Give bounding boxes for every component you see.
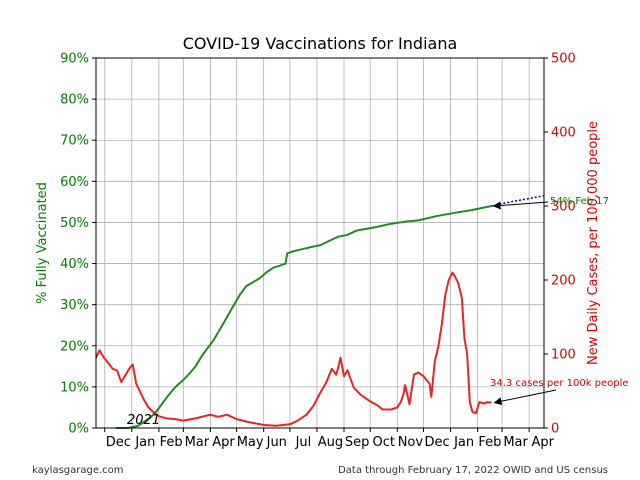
right-axis-label: New Daily Cases, per 100,000 people [586, 121, 601, 365]
plot-frame [95, 57, 545, 429]
x-tick-label: Sep [345, 435, 370, 450]
x-tick-label: Feb [160, 435, 183, 450]
x-tick-label: Apr [531, 435, 554, 450]
x-tick-label: Jul [295, 435, 312, 450]
right-tick-label: 0 [551, 422, 559, 437]
x-tick-label: Apr [212, 435, 235, 450]
footer-right: Data through February 17, 2022 OWID and … [338, 465, 608, 476]
x-tick-label: Dec [106, 435, 131, 450]
x-tick-label: Nov [398, 435, 424, 450]
left-tick-label: 70% [60, 134, 89, 149]
chart-title: COVID-19 Vaccinations for Indiana [183, 34, 458, 53]
footer-left: kaylasgarage.com [32, 465, 124, 476]
vaccinated-annotation: 54% Feb 17 [550, 196, 609, 207]
x-tick-label: Aug [318, 435, 343, 450]
right-axis: 0 100 200 300 400 500 [544, 52, 576, 437]
x-tick-label: Feb [478, 435, 501, 450]
right-tick-label: 400 [551, 126, 576, 141]
x-tick-label: Oct [373, 435, 395, 450]
x-axis: Dec Jan Feb Mar Apr May Jun Jul Aug Sep Oct Nov Dec J… [104, 428, 555, 450]
left-tick-label: 60% [60, 175, 89, 190]
cases-line [95, 271, 492, 427]
right-tick-label: 300 [551, 200, 576, 215]
right-tick-label: 200 [551, 274, 576, 289]
right-tick-label: 100 [551, 348, 576, 363]
vaccinated-line [116, 205, 492, 429]
year-label: 2021 [127, 413, 160, 428]
series-layer [95, 194, 545, 429]
x-tick-label: Dec [424, 435, 449, 450]
left-tick-label: 30% [60, 298, 89, 313]
right-tick-label: 500 [551, 52, 576, 67]
x-tick-label: Mar [185, 435, 210, 450]
vaccinated-annotation-arrow [492, 201, 549, 210]
left-tick-label: 0% [68, 422, 89, 437]
left-tick-label: 90% [60, 52, 89, 67]
left-tick-label: 80% [60, 93, 89, 108]
x-tick-label: Jan [134, 435, 155, 450]
x-tick-label: Mar [503, 435, 528, 450]
left-tick-label: 10% [60, 380, 89, 395]
x-tick-label: Jun [266, 435, 287, 450]
left-tick-label: 20% [60, 339, 89, 354]
cases-annotation-arrow [493, 389, 557, 406]
left-tick-label: 40% [60, 257, 89, 272]
left-axis: 0% 10% 20% 30% 40% 50% 60% 70% 80% 90% [60, 52, 96, 437]
left-tick-label: 50% [60, 216, 89, 231]
x-tick-label: Jan [453, 435, 474, 450]
left-axis-label: % Fully Vaccinated [35, 182, 50, 304]
annotations: 54% Feb 17 34.3 cases per 100k people [490, 196, 629, 406]
x-tick-label: May [237, 435, 264, 450]
cases-annotation: 34.3 cases per 100k people [490, 378, 629, 389]
